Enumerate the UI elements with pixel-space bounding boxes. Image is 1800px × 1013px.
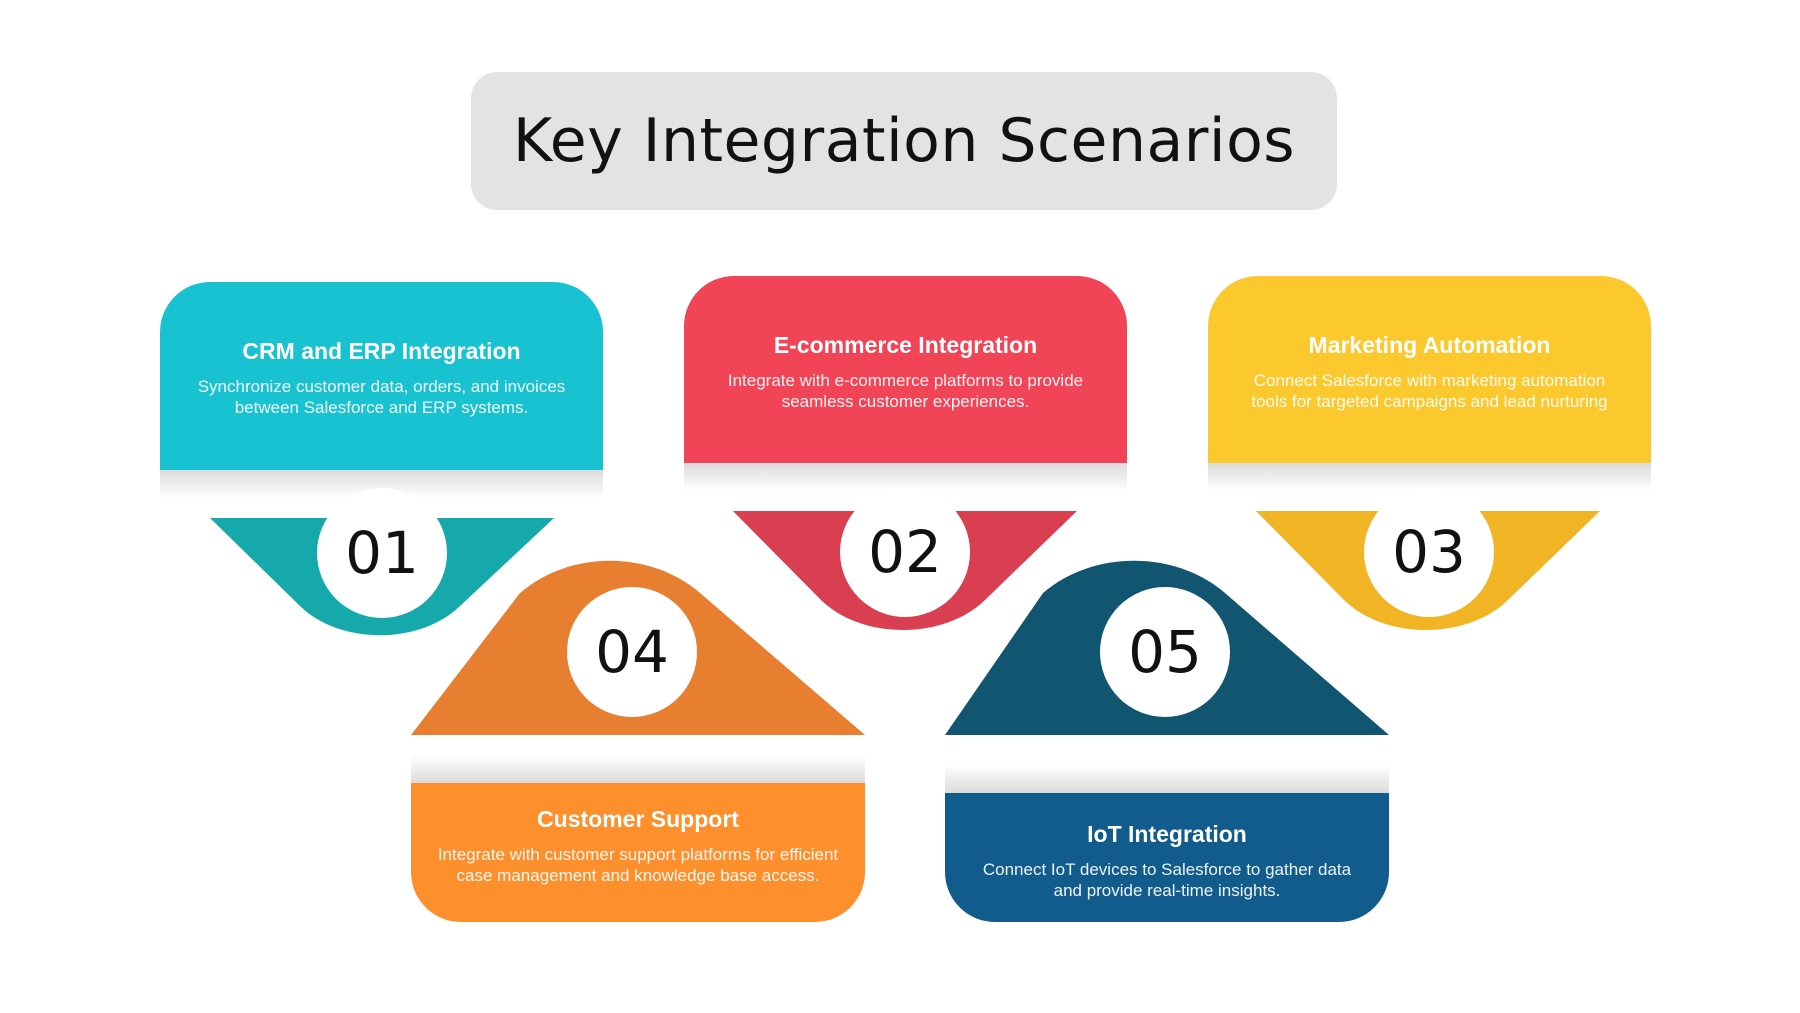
scenario-title: CRM and ERP Integration bbox=[242, 338, 521, 364]
step-number-05: 05 bbox=[1100, 587, 1230, 717]
scenario-description: Connect IoT devices to Salesforce to gat… bbox=[982, 860, 1352, 900]
scenario-description: Synchronize customer data, orders, and i… bbox=[197, 377, 566, 417]
scenario-card-01: CRM and ERP Integration Synchronize cust… bbox=[160, 282, 603, 470]
card-shadow bbox=[684, 463, 1127, 491]
card-shadow bbox=[1208, 463, 1651, 491]
scenario-description: Connect Salesforce with marketing automa… bbox=[1251, 371, 1608, 411]
scenario-card-05: IoT Integration Connect IoT devices to S… bbox=[945, 793, 1389, 922]
scenario-card-03: Marketing Automation Connect Salesforce … bbox=[1208, 276, 1651, 463]
step-number-01: 01 bbox=[317, 488, 447, 618]
page-title: Key Integration Scenarios bbox=[512, 106, 1296, 176]
card-shadow bbox=[411, 755, 865, 783]
scenario-title: IoT Integration bbox=[1087, 821, 1247, 847]
step-number-02: 02 bbox=[840, 487, 970, 617]
scenario-card-02: E-commerce Integration Integrate with e-… bbox=[684, 276, 1127, 463]
card-shadow bbox=[945, 765, 1389, 793]
scenario-description: Integrate with customer support platform… bbox=[437, 845, 839, 885]
scenario-title: Marketing Automation bbox=[1308, 332, 1551, 358]
title-banner: Key Integration Scenarios bbox=[471, 72, 1337, 210]
step-number-03: 03 bbox=[1364, 487, 1494, 617]
scenario-description: Integrate with e-commerce platforms to p… bbox=[727, 371, 1084, 411]
scenario-title: Customer Support bbox=[537, 806, 739, 832]
step-number-04: 04 bbox=[567, 587, 697, 717]
scenario-card-04: Customer Support Integrate with customer… bbox=[411, 783, 865, 922]
scenario-title: E-commerce Integration bbox=[773, 332, 1038, 358]
